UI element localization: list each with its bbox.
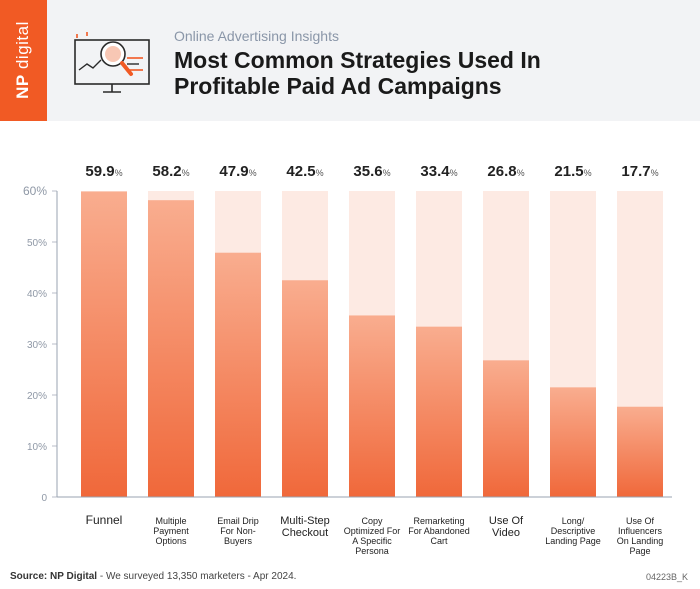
bar-value-label: 59.9%: [85, 163, 122, 180]
category-label: Remarketing For Abandoned Cart: [408, 516, 470, 546]
category-label-line: Multi-Step: [280, 515, 330, 527]
bar: [617, 406, 663, 497]
category-label-line: Cart: [430, 536, 448, 546]
category-label-line: Video: [492, 527, 520, 539]
category-label: Funnel: [86, 513, 123, 527]
bar-value-unit: %: [651, 168, 659, 178]
y-tick-label: 40%: [27, 289, 47, 300]
bar: [282, 280, 328, 497]
eyebrow-text: Online Advertising Insights: [174, 28, 339, 44]
logo-digital: digital: [13, 21, 32, 70]
y-tick-label: 30%: [27, 340, 47, 351]
bar: [148, 200, 194, 497]
category-label: Multi-Step Checkout: [280, 515, 330, 539]
bar-value-label: 26.8%: [487, 163, 524, 180]
category-label-line: Long/: [562, 516, 585, 526]
category-label-line: Multiple: [155, 516, 186, 526]
source-note: Source: NP Digital - We surveyed 13,350 …: [10, 571, 296, 582]
category-label-line: Copy: [361, 516, 383, 526]
category-label: Use Of Influencers On Landing Page: [617, 516, 664, 556]
category-label-line: For Abandoned: [408, 526, 470, 536]
category-label-line: Use Of: [489, 515, 524, 527]
bar: [215, 252, 261, 497]
bar-value-unit: %: [316, 168, 324, 178]
logo-np: NP: [13, 74, 32, 99]
np-digital-logo: NP digital: [0, 0, 47, 121]
y-tick-label: 60%: [23, 184, 47, 198]
bar: [550, 387, 596, 497]
page-title: Most Common Strategies Used In Profitabl…: [174, 47, 674, 99]
category-label-line: A Specific: [352, 536, 392, 546]
category-label: Copy Optimized For A Specific Persona: [344, 516, 401, 556]
bar-value-label: 35.6%: [353, 163, 390, 180]
bar-value-unit: %: [249, 168, 257, 178]
source-text: - We surveyed 13,350 marketers - Apr 202…: [97, 571, 297, 582]
category-label-line: Email Drip: [217, 516, 259, 526]
category-label: Multiple Payment Options: [153, 516, 189, 546]
category-label-line: Options: [155, 536, 187, 546]
category-label-line: Descriptive: [551, 526, 596, 536]
bar: [349, 315, 395, 497]
category-label: Long/Descriptive Landing Page: [545, 516, 601, 546]
bar: [416, 326, 462, 497]
category-label-line: On Landing: [617, 536, 664, 546]
category-label: Email Drip For Non-Buyers: [217, 516, 259, 546]
bar-value-label: 47.9%: [219, 163, 256, 180]
y-tick-label: 0: [41, 493, 47, 504]
y-tick-label: 20%: [27, 391, 47, 402]
category-label-line: For Non-: [220, 526, 256, 536]
category-label-line: Persona: [355, 546, 389, 556]
category-label-line: Landing Page: [545, 536, 601, 546]
bar: [81, 191, 127, 497]
category-label-line: Funnel: [86, 513, 123, 527]
category-label-line: Use Of: [626, 516, 655, 526]
bar-value-unit: %: [584, 168, 592, 178]
bar-value-label: 58.2%: [152, 163, 189, 180]
title-line-2: Profitable Paid Ad Campaigns: [174, 73, 502, 99]
category-label-line: Page: [629, 546, 650, 556]
source-label: Source: NP Digital: [10, 571, 98, 582]
y-tick-label: 10%: [27, 442, 47, 453]
category-label-line: Influencers: [618, 526, 663, 536]
bar-value-label: 21.5%: [554, 163, 591, 180]
category-label-line: Checkout: [282, 527, 328, 539]
y-tick-label: 50%: [27, 238, 47, 249]
bar-value-label: 33.4%: [420, 163, 457, 180]
category-label-line: Payment: [153, 526, 189, 536]
bar-value-unit: %: [450, 168, 458, 178]
category-label: Use Of Video: [489, 515, 524, 539]
category-label-line: Remarketing: [413, 516, 464, 526]
magnifier-chart-monitor-icon: [74, 32, 150, 93]
bar-value-unit: %: [383, 168, 391, 178]
header-banner: NP digital Online Advertising Insights M…: [0, 0, 700, 121]
bar-value-unit: %: [517, 168, 525, 178]
chart-code: 04223B_K: [645, 572, 688, 582]
bar-value-unit: %: [182, 168, 190, 178]
bar-value-label: 42.5%: [286, 163, 323, 180]
bar: [483, 360, 529, 497]
bar-chart: 0 10% 20% 30% 40% 50% 60% 59.9% Funnel 58.2% Multi…: [23, 163, 672, 556]
bar-value-unit: %: [115, 168, 123, 178]
category-label-line: Buyers: [224, 536, 253, 546]
category-label-line: Optimized For: [344, 526, 401, 536]
title-line-1: Most Common Strategies Used In: [174, 47, 541, 73]
bar-value-label: 17.7%: [621, 163, 658, 180]
